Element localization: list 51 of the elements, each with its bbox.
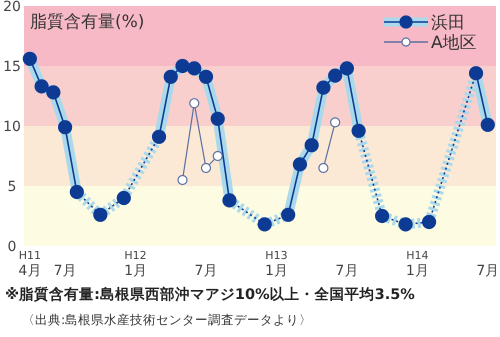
point: [330, 117, 340, 128]
point: [316, 80, 331, 95]
point: [340, 61, 354, 76]
point: [480, 118, 495, 132]
point: [398, 217, 413, 232]
point: [58, 120, 72, 134]
xtick: 7月: [335, 263, 358, 279]
point: [22, 52, 37, 66]
point: [292, 157, 308, 172]
point: [198, 70, 214, 84]
point: [34, 79, 49, 94]
point: [328, 68, 342, 83]
ytick: 0: [8, 239, 16, 255]
ytick: 15: [3, 59, 21, 75]
point: [375, 208, 390, 224]
point: [352, 124, 366, 138]
ytick: 5: [8, 179, 16, 195]
point: [222, 193, 237, 208]
annotation: ※脂質含有量:島根県西部沖マアジ10%以上・全国平均3.5%: [5, 287, 415, 303]
xtick: H12 1月: [124, 249, 147, 279]
point: [175, 58, 190, 74]
xtick: H14 1月: [406, 249, 429, 279]
point: [468, 66, 484, 80]
point: [116, 190, 131, 206]
point: [152, 130, 166, 144]
ytick: 10: [3, 119, 21, 135]
point: [187, 61, 202, 76]
legend-label: A地区: [431, 33, 477, 53]
point: [200, 162, 212, 174]
xtick: 7月: [54, 263, 77, 279]
point: [177, 174, 188, 186]
point: [212, 150, 223, 162]
point: [93, 208, 108, 222]
point: [46, 85, 60, 100]
point: [318, 162, 329, 174]
point: [281, 208, 296, 222]
xtick: H11 4月: [18, 249, 42, 279]
point: [189, 98, 200, 108]
legend-label: 浜田: [431, 13, 465, 33]
point: [210, 112, 225, 126]
point: [422, 214, 436, 230]
ytick: 20: [3, 0, 21, 15]
point: [164, 70, 178, 84]
annotation: 〈出典:島根県水産技術センター調査データより〉: [22, 312, 312, 327]
xtick: 7月: [194, 263, 218, 279]
point: [304, 138, 319, 152]
xtick: 7月: [476, 263, 500, 279]
point: [258, 217, 272, 232]
xtick: H13 1月: [264, 249, 288, 279]
ylabel: 脂質含有量(%): [30, 12, 144, 32]
point: [70, 184, 84, 200]
